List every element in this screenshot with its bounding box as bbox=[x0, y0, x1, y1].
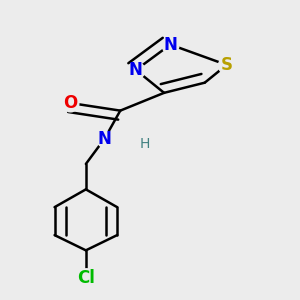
Text: N: N bbox=[164, 36, 177, 54]
Text: H: H bbox=[140, 136, 151, 151]
Text: S: S bbox=[221, 56, 233, 74]
Text: N: N bbox=[98, 130, 112, 148]
Text: O: O bbox=[63, 94, 77, 112]
Text: N: N bbox=[129, 61, 143, 79]
Text: Cl: Cl bbox=[77, 269, 95, 287]
